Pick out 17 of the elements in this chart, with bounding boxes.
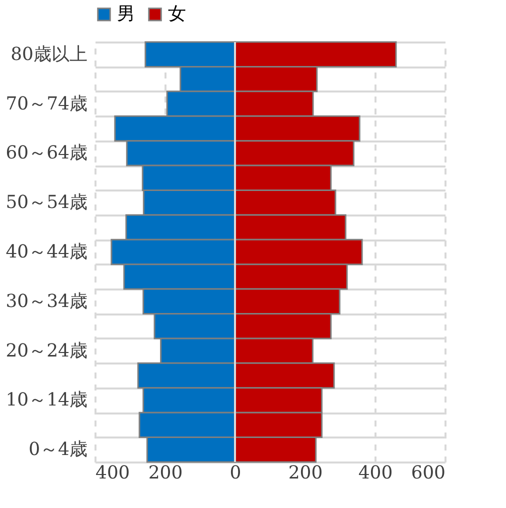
y-tick-label: 60～64歳	[6, 142, 88, 164]
legend-label: 女	[168, 3, 186, 24]
x-tick-label: 400	[96, 462, 130, 484]
y-tick-label: 10～14歳	[6, 390, 88, 411]
x-tick-label: 600	[411, 462, 446, 484]
y-tick-label: 0～4歳	[28, 439, 88, 460]
y-tick-label: 70～74歳	[6, 93, 88, 114]
y-tick-label: 30～34歳	[6, 290, 88, 312]
y-tick-label: 50～54歳	[6, 192, 88, 214]
y-tick-label: 40～44歳	[6, 242, 88, 262]
legend-label: 男	[117, 3, 135, 24]
y-tick-label: 80歳以上	[10, 44, 88, 65]
x-tick-label: 0	[230, 462, 242, 484]
x-tick-label: 200	[148, 462, 183, 484]
y-tick-label: 20～24歳	[6, 340, 88, 362]
x-tick-label: 200	[288, 462, 323, 484]
x-tick-label: 400	[358, 462, 393, 484]
